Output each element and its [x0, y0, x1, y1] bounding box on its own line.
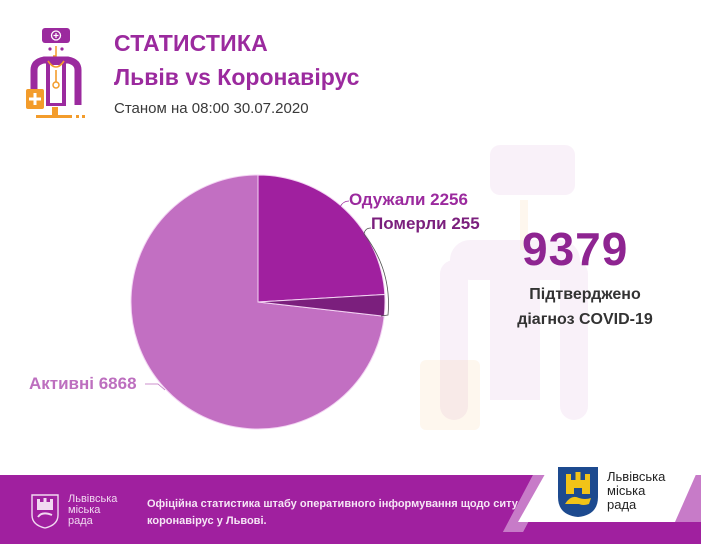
watermark-doctor-icon [420, 145, 588, 430]
description-line-2: діагноз COVID-19 [517, 311, 653, 328]
pie-chart [130, 174, 389, 430]
pie-slice-died [257, 293, 386, 317]
total-cases: 9379 [522, 223, 629, 275]
label-died: Померли 255 [371, 214, 480, 233]
date-line: Станом на 08:00 30.07.2020 [114, 100, 309, 117]
footer-description: Офіційна статистика штабу оперативного і… [147, 498, 527, 527]
description-line-1: Підтверджено [529, 286, 641, 303]
page-subtitle: Львів vs Коронавірус [114, 64, 360, 90]
footer-left-logo-text: Львівська міська рада [68, 493, 118, 527]
lviv-city-council-logo-icon [558, 467, 598, 517]
page-title: СТАТИСТИКА [114, 30, 268, 56]
doctor-icon [26, 28, 85, 118]
total-description: Підтверджено діагноз COVID-19 [500, 282, 670, 332]
pie-slice-recovered [257, 174, 386, 303]
label-recovered: Одужали 2256 [349, 190, 468, 209]
label-active: Активні 6868 [29, 374, 137, 393]
lviv-coat-of-arms-icon [31, 494, 59, 529]
right-logo-text: Львівська міська рада [607, 469, 666, 512]
